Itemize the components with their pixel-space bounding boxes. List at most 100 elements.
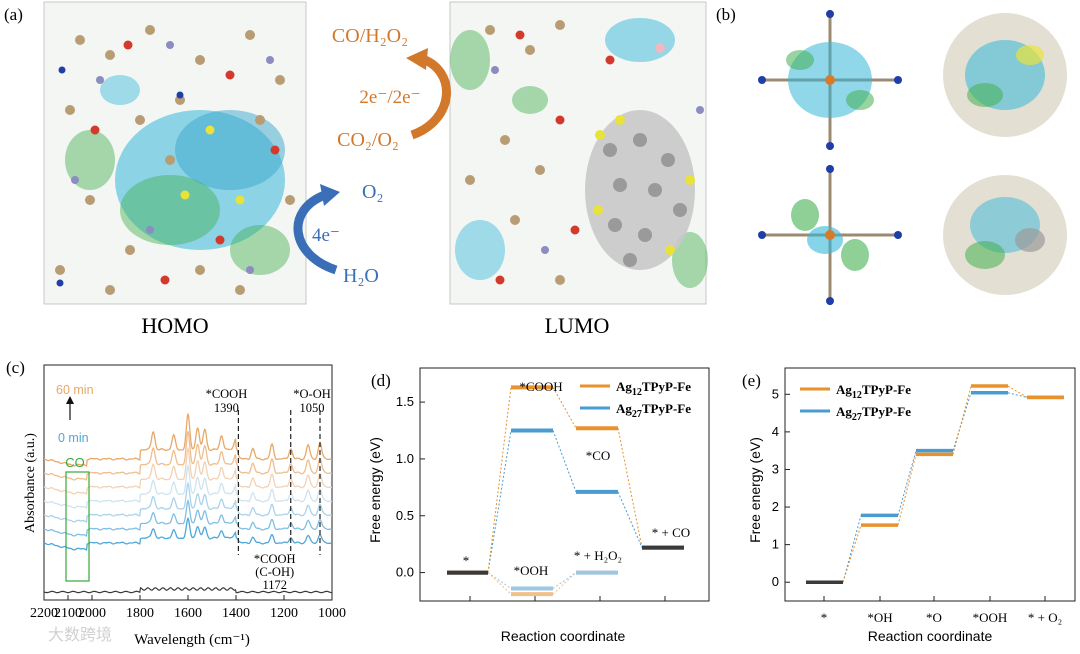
legend-name-rest: TPyP-Fe (862, 382, 911, 397)
chart-d-state-label: * + H₂O₂ (574, 548, 622, 563)
blue-arrowhead-icon (320, 184, 340, 206)
chart-c-xtick-label: 1000 (318, 606, 346, 621)
chart-e-xlabel: Reaction coordinate (868, 628, 993, 644)
legend-subscript: 12 (632, 387, 642, 398)
legend-subscript: 27 (852, 412, 862, 423)
co-label: CO (65, 455, 85, 470)
panel-label-e: (e) (742, 371, 761, 390)
panel-d: (d) 0.0 0.5 1.0 1.5 * *COOH *CO * + CO *OOH * + … (367, 367, 710, 644)
legend-name-main: Ag (616, 401, 632, 416)
panel-b: (b) (716, 5, 1067, 305)
chart-e-ytick-label: 5 (772, 386, 779, 401)
annotation-label: *O-OH (293, 387, 331, 401)
chart-e-frame (784, 367, 1076, 602)
chart-c-xtick-label: 2000 (78, 606, 106, 621)
chart-d-ylabel: Free energy (eV) (367, 437, 383, 543)
panel-a: (a) (4, 1, 708, 338)
chart-e-ytick-label: 0 (772, 574, 779, 589)
chart-d-ytick-label: 0.5 (396, 508, 414, 523)
annotation-value: (C-OH) (255, 565, 294, 579)
reaction-4e-o2: O₂ (362, 181, 383, 203)
chart-d-ytick-label: 0.0 (396, 565, 414, 580)
orange-curved-arrow-icon (410, 53, 451, 140)
legend-name-main: Ag (836, 382, 852, 397)
ag12-orr4e-connector (1007, 385, 1028, 398)
ag27-co2rr-connector (552, 430, 577, 493)
chart-e-ytick-label: 1 (772, 537, 779, 552)
legend-label: Ag27TPyP-Fe (836, 404, 911, 423)
cluster-homo-image (943, 13, 1067, 137)
ag12-co2rr-connector (487, 387, 512, 573)
ag12-orr4e-connector (897, 454, 917, 526)
porphyrin-homo-image (758, 10, 902, 150)
chart-d-ytick-label: 1.0 (396, 451, 414, 466)
spectrum-line (43, 413, 333, 467)
homo-structure-image (43, 1, 307, 305)
spectrum-line (43, 446, 333, 495)
legend-name-rest: TPyP-Fe (862, 404, 911, 419)
time-end-label: 60 min (56, 383, 94, 397)
chart-e-ytick-label: 4 (772, 424, 779, 439)
chart-d-ytick-label: 1.5 (396, 394, 414, 409)
ag27-orr4e-connector (1007, 392, 1028, 398)
ag12-orr-connector (552, 572, 577, 595)
baseline-spectrum-line (43, 586, 332, 594)
chart-e-xtick-label: * (821, 610, 828, 625)
annotation-value: 1390 (214, 401, 239, 415)
chart-e-xtick-label: *OOH (973, 610, 1008, 625)
co-highlight-box (65, 471, 90, 582)
chart-d-axes: 0.0 0.5 1.0 1.5 (396, 394, 666, 601)
spectrum-line (43, 431, 333, 481)
ag27-orr4e-connector (897, 450, 917, 516)
spectrum-line (43, 498, 333, 537)
legend-label: Ag12TPyP-Fe (616, 379, 691, 398)
reaction-4e-electrons: 4e⁻ (312, 225, 340, 246)
legend-name-rest: TPyP-Fe (642, 401, 691, 416)
legend-name-rest: TPyP-Fe (642, 379, 691, 394)
chart-e-xtick-label: * + O₂ (1028, 610, 1062, 625)
annotation-extra: 1172 (262, 578, 287, 592)
chart-c-xlabel: Wavelength (cm⁻¹) (134, 632, 250, 648)
ag27-orr-connector (552, 572, 577, 589)
lumo-label: LUMO (545, 313, 610, 338)
panel-label-a: (a) (4, 5, 23, 24)
chart-d-state-label: *CO (586, 448, 611, 463)
ag12-orr4e-connector (842, 524, 862, 583)
time-arrow-icon (66, 396, 74, 404)
chart-c-xticks (43, 595, 333, 600)
orange-arrowhead-icon (406, 48, 428, 70)
panel-label-c: (c) (6, 358, 25, 377)
chart-d-state-label: *COOH (519, 379, 562, 394)
chart-e-xtick-label: *OH (867, 610, 892, 625)
chart-e-marks (806, 384, 1064, 584)
annotation-label: *COOH (206, 387, 248, 401)
chart-d-state-label: * + CO (652, 525, 690, 540)
chart-e-xtick-label: *O (926, 610, 942, 625)
chart-e-ytick-label: 2 (772, 499, 779, 514)
ag12-co2rr-connector (617, 428, 643, 548)
chart-e-ylabel: Free energy (eV) (747, 437, 763, 543)
spectrum-line (43, 516, 333, 551)
chart-d-state-label: * (463, 553, 470, 568)
time-start-label: 0 min (58, 431, 89, 445)
chart-d-xlabel: Reaction coordinate (501, 628, 626, 644)
chart-c-series (43, 413, 333, 594)
legend-name-main: Ag (616, 379, 632, 394)
panel-label-b: (b) (716, 5, 736, 24)
legend-label: Ag27TPyP-Fe (616, 401, 691, 420)
chart-c-xtick-label: 2200 (30, 606, 58, 621)
chart-c-xtick-label: 2100 (54, 606, 82, 621)
legend-name-main: Ag (836, 404, 852, 419)
chart-d-frame (419, 367, 710, 602)
ag27-orr4e-connector (842, 515, 862, 583)
reaction-2e-reactant: CO₂/O₂ (337, 129, 399, 151)
blue-curved-arrow-icon (293, 190, 338, 275)
ag12-orr4e-connector (952, 385, 972, 455)
ag27-co2rr-connector (617, 491, 643, 548)
